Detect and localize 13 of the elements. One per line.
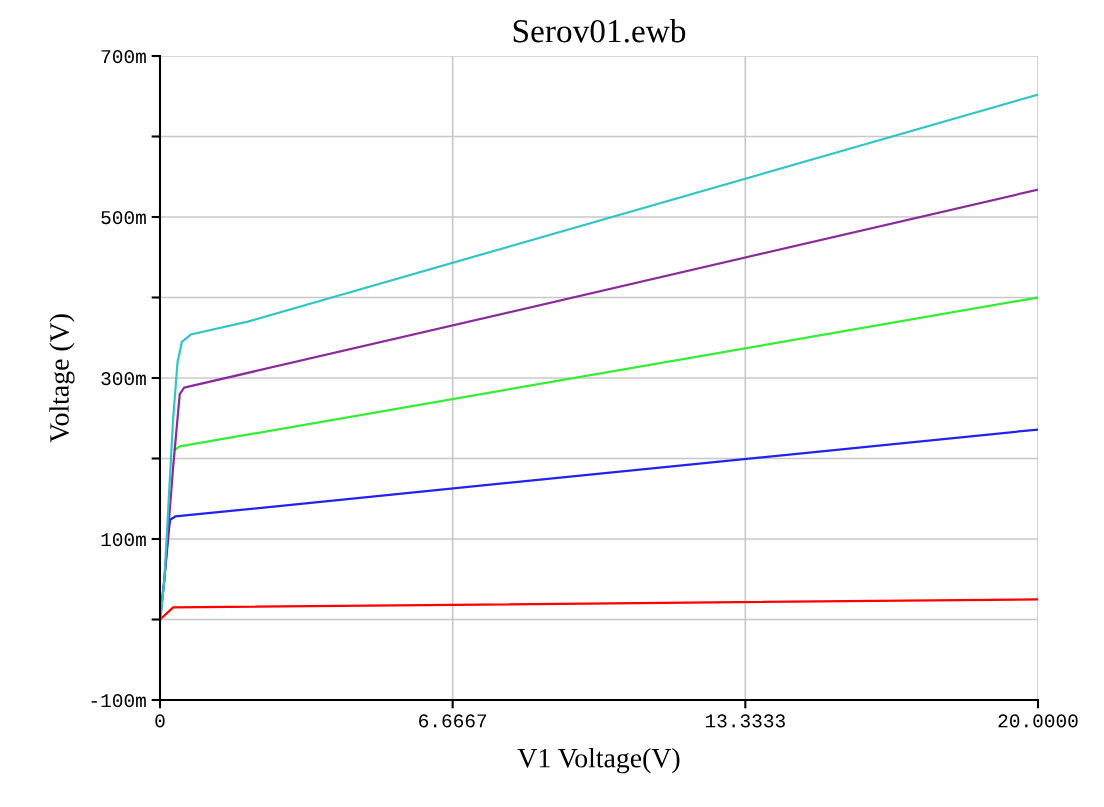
y-tick-label: 500m bbox=[101, 211, 146, 225]
y-tick-label: -100m bbox=[91, 694, 146, 708]
y-tick-label: 100m bbox=[101, 533, 146, 547]
y-tick-label: 700m bbox=[101, 50, 146, 64]
x-axis-title: V1 Voltage(V) bbox=[517, 747, 680, 774]
chart-title: Serov01.ewb bbox=[513, 18, 686, 43]
line-series bbox=[160, 598, 1038, 621]
x-tick-label: 13.3333 bbox=[705, 714, 785, 728]
y-axis-title: Voltage (V) bbox=[49, 314, 75, 443]
x-tick-label: 0 bbox=[155, 714, 165, 728]
x-tick-label: 20.0000 bbox=[998, 714, 1078, 728]
y-tick-label: 300m bbox=[101, 372, 146, 386]
x-tick-label: 6.6667 bbox=[419, 714, 487, 728]
